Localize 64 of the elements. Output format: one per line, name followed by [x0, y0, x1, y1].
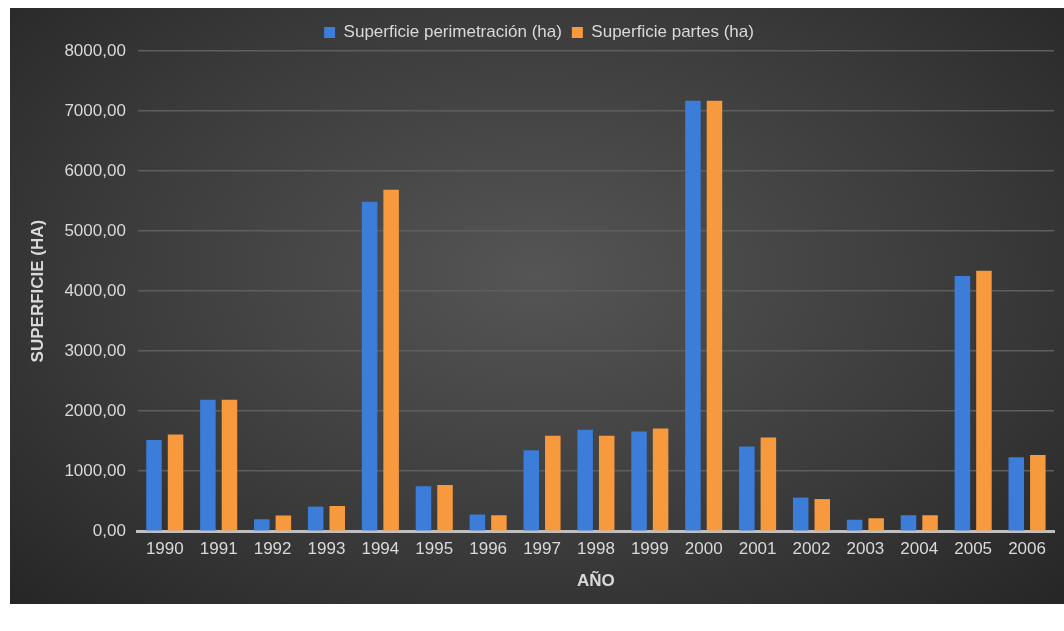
y-tick-label: 7000,00 [64, 100, 126, 120]
x-tick-label: 2003 [846, 539, 885, 559]
bar [846, 519, 863, 531]
x-tick-label: 1995 [415, 539, 454, 559]
x-tick-label: 1998 [577, 539, 615, 559]
bar [1030, 454, 1046, 531]
bar [739, 446, 755, 531]
x-tick-label: 2002 [792, 539, 831, 559]
legend-label: Superficie perimetración (ha) [343, 22, 562, 42]
x-tick-label: 2000 [684, 539, 723, 559]
bar [469, 514, 486, 531]
x-tick-label: 2006 [1008, 539, 1046, 559]
x-tick-label: 1994 [361, 539, 400, 559]
bar [415, 486, 432, 531]
bar [383, 189, 399, 531]
y-tick-label: 3000,00 [64, 340, 126, 360]
x-tick-label: 2005 [954, 539, 993, 559]
bar [900, 515, 917, 531]
bar [1008, 457, 1025, 531]
x-tick-label: 2001 [738, 539, 777, 559]
bar [146, 439, 162, 531]
bar [361, 201, 378, 531]
y-tick-label: 1000,00 [64, 460, 126, 480]
y-tick-label: 4000,00 [64, 280, 126, 300]
bar [706, 100, 723, 531]
x-tick-label: 1991 [199, 539, 238, 559]
bar [545, 435, 561, 531]
bar [976, 270, 992, 531]
bar [200, 399, 216, 531]
x-tick-label: 1993 [307, 539, 346, 559]
bar [437, 484, 453, 531]
bar [254, 519, 270, 531]
bar [922, 515, 938, 531]
bar [577, 429, 593, 531]
bar [631, 431, 647, 531]
y-tick-label: 5000,00 [64, 220, 126, 240]
bar [329, 505, 346, 531]
bar [275, 515, 292, 531]
x-tick-label: 1992 [253, 539, 292, 559]
x-tick-label: 1999 [630, 539, 669, 559]
bar [491, 515, 507, 531]
y-tick-label: 0,00 [92, 520, 126, 540]
bar [307, 506, 324, 531]
y-tick-label: 6000,00 [64, 160, 126, 180]
x-axis-title: AÑO [577, 570, 615, 591]
x-tick-label: 1990 [145, 539, 184, 559]
x-tick-label: 1997 [523, 539, 561, 559]
y-tick-label: 8000,00 [64, 40, 126, 60]
bar [954, 276, 971, 531]
y-tick-label: 2000,00 [64, 400, 126, 420]
bar [814, 499, 831, 531]
bar [868, 518, 884, 531]
bar [167, 434, 184, 531]
legend-label: Superficie partes (ha) [591, 22, 754, 42]
bar [652, 428, 669, 531]
bar [523, 450, 540, 531]
bar [760, 437, 777, 531]
bar [221, 399, 238, 531]
bar [792, 497, 809, 531]
x-tick-label: 2004 [900, 539, 939, 559]
y-axis-title: SUPERFICIE (HA) [27, 219, 47, 363]
bar [685, 100, 701, 531]
x-tick-label: 1996 [469, 539, 508, 559]
bar [598, 435, 615, 531]
